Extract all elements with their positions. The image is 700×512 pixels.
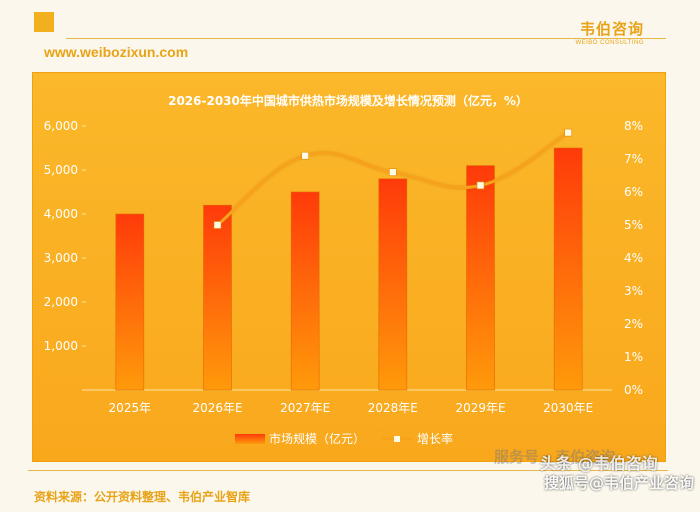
growth-rate-point [389, 168, 397, 176]
bar-market-size [553, 147, 583, 391]
y-right-tick-label: 7% [624, 152, 643, 166]
x-tick-label: 2028年E [368, 401, 418, 415]
y-left-tick-label: 4,000 [44, 207, 78, 221]
brand-name: 韦伯咨询 [579, 20, 644, 38]
legend-swatch-bar [235, 434, 265, 444]
chart: 2026-2030年中国城市供热市场规模及增长情况预测（亿元，%） 1,000 2… [44, 93, 643, 446]
bar-market-size [378, 178, 408, 391]
x-tick-label: 2027年E [280, 401, 330, 415]
x-tick-label: 2026年E [192, 401, 242, 415]
y-right-tick-label: 8% [624, 119, 643, 133]
brand-logo: 韦伯咨询 WEIBO CONSULTING [575, 18, 644, 46]
y-right-tick-label: 1% [624, 350, 643, 364]
source-note: 资料来源：公开资料整理、韦伯产业智库 [34, 490, 251, 504]
bar-market-size [290, 191, 320, 391]
legend-label-bar: 市场规模（亿元） [269, 431, 365, 446]
legend-marker [394, 436, 400, 442]
growth-rate-point [476, 181, 485, 190]
growth-rate-point [564, 128, 572, 137]
watermark-sohu: 搜狐号@韦伯产业咨询 [544, 474, 695, 492]
bar-market-size [203, 204, 232, 391]
site-url[interactable]: www.weibozixun.com [44, 44, 189, 60]
bar-market-size [115, 213, 145, 391]
y-right-tick-label: 0% [624, 383, 643, 397]
y-left-tick-label: 2,000 [44, 295, 78, 309]
y-right-tick-label: 3% [624, 284, 643, 298]
footer-divider [28, 470, 668, 471]
y-left-tick-label: 6,000 [44, 119, 78, 133]
bar-market-size [466, 165, 495, 391]
header-divider [66, 38, 666, 39]
x-tick-label: 2029年E [455, 401, 505, 415]
y-left-tick-label: 3,000 [44, 251, 78, 265]
x-tick-label: 2030年E [543, 401, 593, 415]
y-left-tick-label: 5,000 [44, 163, 78, 177]
y-left-tick-label: 1,000 [44, 339, 78, 353]
y-right-tick-label: 4% [624, 251, 643, 265]
x-tick-label: 2025年 [109, 401, 152, 415]
y-right-tick-label: 6% [624, 185, 643, 199]
logo-square [34, 12, 54, 32]
y-right-tick-label: 2% [624, 317, 643, 331]
chart-title: 2026-2030年中国城市供热市场规模及增长情况预测（亿元，%） [168, 93, 528, 108]
legend-label-line: 增长率 [417, 431, 453, 446]
brand-subtitle: WEIBO CONSULTING [575, 40, 644, 46]
legend: 市场规模（亿元） 增长率 [235, 431, 453, 446]
growth-rate-point [213, 221, 222, 229]
y-right-tick-label: 5% [624, 218, 643, 232]
growth-rate-point [301, 151, 309, 160]
